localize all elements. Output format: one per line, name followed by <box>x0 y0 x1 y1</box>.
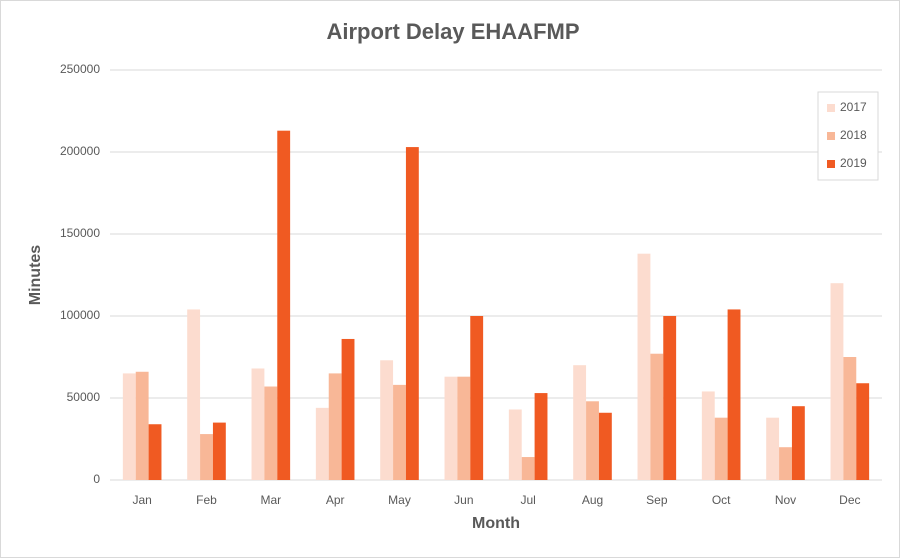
bar <box>341 338 355 480</box>
x-axis-label: Month <box>472 515 520 532</box>
bar <box>444 376 458 480</box>
bar <box>714 417 728 480</box>
bar <box>148 424 162 480</box>
x-tick-label: Nov <box>775 493 796 507</box>
y-tick-label: 200000 <box>60 144 100 158</box>
y-tick-label: 50000 <box>67 390 101 404</box>
bar <box>843 357 857 480</box>
x-tick-label: Jan <box>132 493 151 507</box>
bar <box>251 368 265 480</box>
bar <box>393 384 406 480</box>
bar <box>212 422 226 480</box>
bar <box>187 309 201 480</box>
x-tick-label: Oct <box>712 493 731 507</box>
y-tick-label: 0 <box>93 472 100 486</box>
chart-title: Airport Delay EHAAFMP <box>326 19 579 44</box>
bar <box>573 365 587 480</box>
bar <box>637 253 651 480</box>
bar <box>521 457 535 480</box>
legend-label: 2017 <box>840 100 867 114</box>
bar <box>405 147 419 480</box>
bar <box>598 412 612 480</box>
bar <box>508 409 522 480</box>
x-tick-label: Apr <box>326 493 345 507</box>
bar <box>315 407 329 480</box>
bar <box>856 383 870 480</box>
bar <box>264 386 278 480</box>
legend-label: 2019 <box>840 156 867 170</box>
bar <box>766 417 780 480</box>
legend-swatch <box>827 132 835 140</box>
bar <box>830 283 844 480</box>
bar <box>791 406 805 480</box>
bar <box>328 373 342 480</box>
bar <box>586 401 599 480</box>
y-tick-label: 250000 <box>60 62 100 76</box>
x-tick-label: Feb <box>196 493 217 507</box>
bar <box>650 353 664 480</box>
x-tick-label: Dec <box>839 493 860 507</box>
x-tick-label: Jul <box>520 493 535 507</box>
bar <box>380 360 394 480</box>
legend-swatch <box>827 104 835 112</box>
x-tick-label: Aug <box>582 493 603 507</box>
bar <box>457 376 471 480</box>
x-tick-label: Sep <box>646 493 668 507</box>
bar <box>122 373 136 480</box>
y-axis-label: Minutes <box>27 245 44 306</box>
bar <box>663 316 677 480</box>
legend-swatch <box>827 160 835 168</box>
legend-label: 2018 <box>840 128 867 142</box>
x-tick-label: May <box>388 493 411 507</box>
bar <box>135 371 149 480</box>
bar <box>470 316 484 480</box>
y-tick-label: 150000 <box>60 226 100 240</box>
bar <box>727 309 741 480</box>
bar <box>779 447 792 480</box>
bar <box>200 434 213 480</box>
y-tick-label: 100000 <box>60 308 100 322</box>
bar <box>534 393 548 480</box>
x-tick-label: Jun <box>454 493 473 507</box>
bar <box>701 391 715 480</box>
bar <box>277 130 291 480</box>
x-tick-label: Mar <box>260 493 281 507</box>
